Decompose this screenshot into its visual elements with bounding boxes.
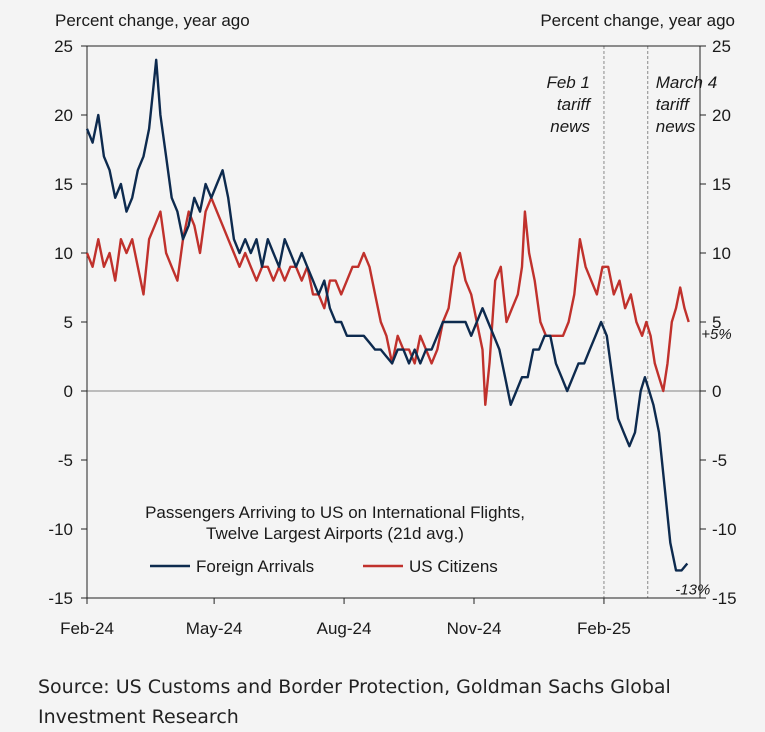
right-axis-label: Percent change, year ago [540, 11, 735, 30]
chart-title-line: Twelve Largest Airports (21d avg.) [206, 524, 464, 543]
x-tick-label: Feb-25 [577, 619, 631, 638]
us-citizens-line [85, 196, 690, 406]
foreign-end-label: -13% [675, 581, 710, 598]
annotation-text: tariff [557, 95, 592, 114]
x-tick-label: Feb-24 [60, 619, 114, 638]
right-tick-label: 5 [712, 313, 721, 332]
x-tick-label: Aug-24 [317, 619, 372, 638]
left-tick-label: -5 [58, 451, 73, 470]
left-tick-label: 5 [64, 313, 73, 332]
series-layer [85, 58, 690, 572]
source-note: Source: US Customs and Border Protection… [38, 676, 671, 728]
right-tick-label: 0 [712, 382, 721, 401]
text-layer: Percent change, year ago Percent change, … [55, 11, 735, 598]
annotation-text: March 4 [656, 73, 717, 92]
right-tick-label: -15 [712, 589, 737, 608]
left-tick-label: 10 [54, 244, 73, 263]
chart-title-line: Passengers Arriving to US on Internation… [145, 503, 525, 522]
annotation-text: news [550, 117, 590, 136]
left-tick-label: -15 [48, 589, 73, 608]
left-axis-label: Percent change, year ago [55, 11, 250, 30]
x-tick-label: May-24 [186, 619, 243, 638]
us-end-label: +5% [701, 326, 731, 343]
legend-label-us: US Citizens [409, 557, 498, 576]
right-tick-label: 15 [712, 175, 731, 194]
foreign-arrivals-line [85, 58, 689, 572]
legend-label-foreign: Foreign Arrivals [196, 557, 314, 576]
right-tick-label: -5 [712, 451, 727, 470]
axes-layer: 25 25 20 20 15 15 10 10 5 5 0 0 -5 -5 -10 -10 -15 -15 Feb-… [48, 37, 736, 638]
annotation-text: news [656, 117, 696, 136]
right-tick-label: 10 [712, 244, 731, 263]
left-tick-label: -10 [48, 520, 73, 539]
left-tick-label: 0 [64, 382, 73, 401]
right-tick-label: -10 [712, 520, 737, 539]
x-tick-label: Nov-24 [447, 619, 502, 638]
annotation-text: Feb 1 [546, 73, 589, 92]
annotation-text: tariff [656, 95, 691, 114]
left-tick-label: 25 [54, 37, 73, 56]
right-tick-label: 20 [712, 106, 731, 125]
left-tick-label: 15 [54, 175, 73, 194]
left-tick-label: 20 [54, 106, 73, 125]
grid-layer [87, 46, 700, 598]
chart: 25 25 20 20 15 15 10 10 5 5 0 0 -5 -5 -10 -10 -15 -15 Feb-… [48, 11, 736, 638]
right-tick-label: 25 [712, 37, 731, 56]
